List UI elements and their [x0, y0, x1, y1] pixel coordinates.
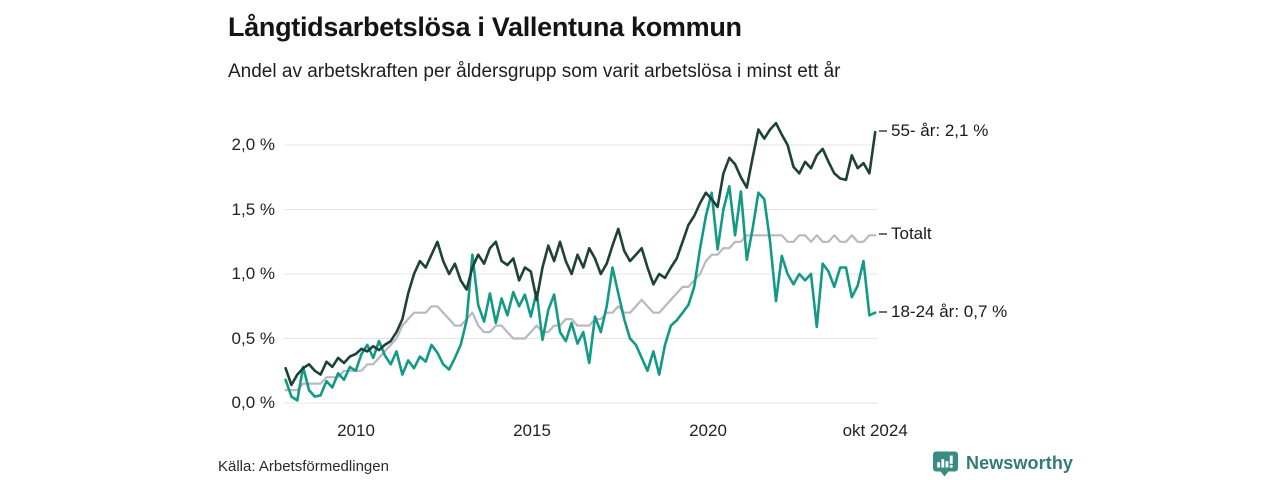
- x-tick-label: okt 2024: [842, 421, 908, 440]
- y-tick-label: 1,5 %: [231, 199, 275, 219]
- x-tick-label: 2015: [513, 421, 551, 440]
- series-line-55-r: [284, 121, 877, 387]
- series-end-label-text: 55- år: 2,1 %: [891, 121, 989, 141]
- series-end-label-totalt: Totalt: [879, 224, 932, 244]
- label-leader-dash: [879, 130, 887, 133]
- newsworthy-wordmark: Newsworthy: [966, 453, 1074, 473]
- y-tick-label: 0,5 %: [231, 328, 275, 348]
- page-title: Långtidsarbetslösa i Vallentuna kommun: [228, 12, 742, 42]
- source-note: Källa: Arbetsförmedlingen: [218, 458, 389, 475]
- x-tick-label: 2020: [689, 421, 727, 440]
- series-line-18-24-r: [284, 185, 877, 402]
- newsworthy-logo-icon: [933, 451, 958, 477]
- x-tick-label: 2010: [337, 421, 375, 440]
- y-tick-label: 2,0 %: [231, 135, 275, 154]
- series-end-label-18-24-r: 18-24 år: 0,7 %: [879, 302, 1007, 322]
- newsworthy-branding: Newsworthy: [932, 450, 1073, 477]
- y-tick-label: 0,0 %: [231, 393, 275, 412]
- label-leader-dash: [879, 310, 887, 313]
- chart-subtitle: Andel av arbetskraften per åldersgrupp s…: [228, 61, 841, 82]
- label-leader-dash: [879, 233, 887, 236]
- series-end-label-text: Totalt: [891, 224, 932, 244]
- series-end-label-text: 18-24 år: 0,7 %: [891, 301, 1008, 321]
- series-end-label-55-r: 55- år: 2,1 %: [879, 121, 988, 141]
- y-tick-label: 1,0 %: [231, 264, 275, 283]
